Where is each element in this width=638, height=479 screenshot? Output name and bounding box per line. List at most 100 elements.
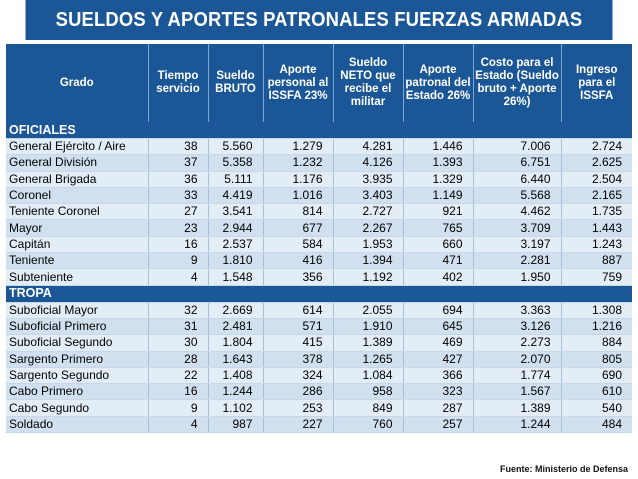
grade-cell: Capitán: [6, 236, 149, 254]
grade-cell: Mayor: [6, 219, 149, 237]
value-cell: 760: [333, 416, 404, 434]
header-grado: Grado: [6, 44, 149, 122]
value-cell: 4.419: [208, 187, 264, 205]
value-cell: 469: [403, 334, 474, 352]
header-tiempo-servicio: Tiempo servicio: [148, 44, 209, 122]
value-cell: 1.389: [473, 399, 562, 417]
table-row: Sargento Segundo 22 1.408 324 1.084 366 1.774 6…: [6, 367, 632, 385]
page-title: SUELDOS Y APORTES PATRONALES FUERZAS ARM…: [25, 0, 613, 40]
value-cell: 3.541: [208, 203, 264, 221]
value-cell: 2.267: [333, 219, 404, 237]
value-cell: 1.446: [403, 138, 474, 156]
value-cell: 402: [403, 268, 474, 286]
value-cell: 1.265: [333, 351, 404, 368]
value-cell: 1.408: [208, 367, 264, 385]
value-cell: 27: [148, 203, 209, 221]
grade-cell: Subteniente: [6, 268, 149, 286]
table-row: Coronel 33 4.419 1.016 3.403 1.149 5.568 2.165: [6, 187, 632, 205]
value-cell: 1.393: [403, 154, 474, 172]
value-cell: 37: [148, 154, 209, 172]
value-cell: 1.735: [561, 203, 632, 221]
value-cell: 2.504: [561, 171, 632, 188]
value-cell: 987: [208, 416, 264, 434]
value-cell: 1.176: [263, 171, 334, 188]
value-cell: 3.935: [333, 171, 404, 188]
value-cell: 253: [263, 399, 334, 417]
value-cell: 227: [263, 416, 334, 434]
section-header-row: TROPA: [6, 285, 632, 303]
value-cell: 28: [148, 351, 209, 368]
value-cell: 2.625: [561, 154, 632, 172]
value-cell: 1.216: [561, 318, 632, 336]
value-cell: 2.070: [473, 351, 562, 368]
salary-table: Grado Tiempo servicio Sueldo BRUTO Aport…: [6, 44, 632, 434]
value-cell: 2.724: [561, 138, 632, 156]
value-cell: 1.389: [333, 334, 404, 352]
table-row: Soldado 4 987 227 760 257 1.244 484: [6, 416, 632, 434]
value-cell: 660: [403, 236, 474, 254]
value-cell: 1.329: [403, 171, 474, 188]
table-row: Capitán 16 2.537 584 1.953 660 3.197 1.243: [6, 236, 632, 254]
value-cell: 9: [148, 252, 209, 270]
value-cell: 690: [561, 367, 632, 385]
value-cell: 7.006: [473, 138, 562, 156]
value-cell: 814: [263, 203, 334, 221]
value-cell: 4.462: [473, 203, 562, 221]
value-cell: 921: [403, 203, 474, 221]
header-aporte-personal: Aporte personal al ISSFA 23%: [263, 44, 334, 122]
table-row: Suboficial Mayor 32 2.669 614 2.055 694 3.363 1…: [6, 302, 632, 319]
value-cell: 1.643: [208, 351, 264, 368]
value-cell: 1.910: [333, 318, 404, 336]
value-cell: 1.567: [473, 383, 562, 401]
grade-cell: General Brigada: [6, 171, 149, 188]
header-ingreso-issfa: Ingreso para el ISSFA: [561, 44, 632, 122]
value-cell: 2.537: [208, 236, 264, 254]
value-cell: 645: [403, 318, 474, 336]
value-cell: 356: [263, 268, 334, 286]
table-body: OFICIALES General Ejército / Aire 38 5.560 1…: [6, 122, 632, 434]
value-cell: 2.281: [473, 252, 562, 270]
value-cell: 484: [561, 416, 632, 434]
grade-cell: Cabo Primero: [6, 383, 149, 401]
section-header-row: OFICIALES: [6, 122, 632, 139]
value-cell: 759: [561, 268, 632, 286]
value-cell: 3.197: [473, 236, 562, 254]
value-cell: 1.394: [333, 252, 404, 270]
grade-cell: General División: [6, 154, 149, 172]
value-cell: 884: [561, 334, 632, 352]
value-cell: 765: [403, 219, 474, 237]
value-cell: 3.403: [333, 187, 404, 205]
grade-cell: Teniente Coronel: [6, 203, 149, 221]
value-cell: 415: [263, 334, 334, 352]
table-row: Teniente Coronel 27 3.541 814 2.727 921 4.462 1…: [6, 203, 632, 221]
value-cell: 4.126: [333, 154, 404, 172]
header-costo-estado: Costo para el Estado (Sueldo bruto + Apo…: [473, 44, 562, 122]
value-cell: 1.243: [561, 236, 632, 254]
value-cell: 610: [561, 383, 632, 401]
value-cell: 805: [561, 351, 632, 368]
grade-cell: Soldado: [6, 416, 149, 434]
table-row: Mayor 23 2.944 677 2.267 765 3.709 1.443: [6, 219, 632, 237]
table-row: Cabo Primero 16 1.244 286 958 323 1.567 610: [6, 383, 632, 401]
value-cell: 4: [148, 268, 209, 286]
value-cell: 677: [263, 219, 334, 237]
value-cell: 614: [263, 302, 334, 319]
value-cell: 416: [263, 252, 334, 270]
value-cell: 33: [148, 187, 209, 205]
value-cell: 1.102: [208, 399, 264, 417]
value-cell: 1.192: [333, 268, 404, 286]
value-cell: 3.363: [473, 302, 562, 319]
table-row: General Brigada 36 5.111 1.176 3.935 1.329 6.4…: [6, 171, 632, 188]
value-cell: 1.950: [473, 268, 562, 286]
value-cell: 887: [561, 252, 632, 270]
value-cell: 1.279: [263, 138, 334, 156]
grade-cell: Coronel: [6, 187, 149, 205]
value-cell: 378: [263, 351, 334, 368]
value-cell: 324: [263, 367, 334, 385]
value-cell: 36: [148, 171, 209, 188]
value-cell: 4.281: [333, 138, 404, 156]
value-cell: 471: [403, 252, 474, 270]
value-cell: 6.751: [473, 154, 562, 172]
value-cell: 958: [333, 383, 404, 401]
value-cell: 30: [148, 334, 209, 352]
